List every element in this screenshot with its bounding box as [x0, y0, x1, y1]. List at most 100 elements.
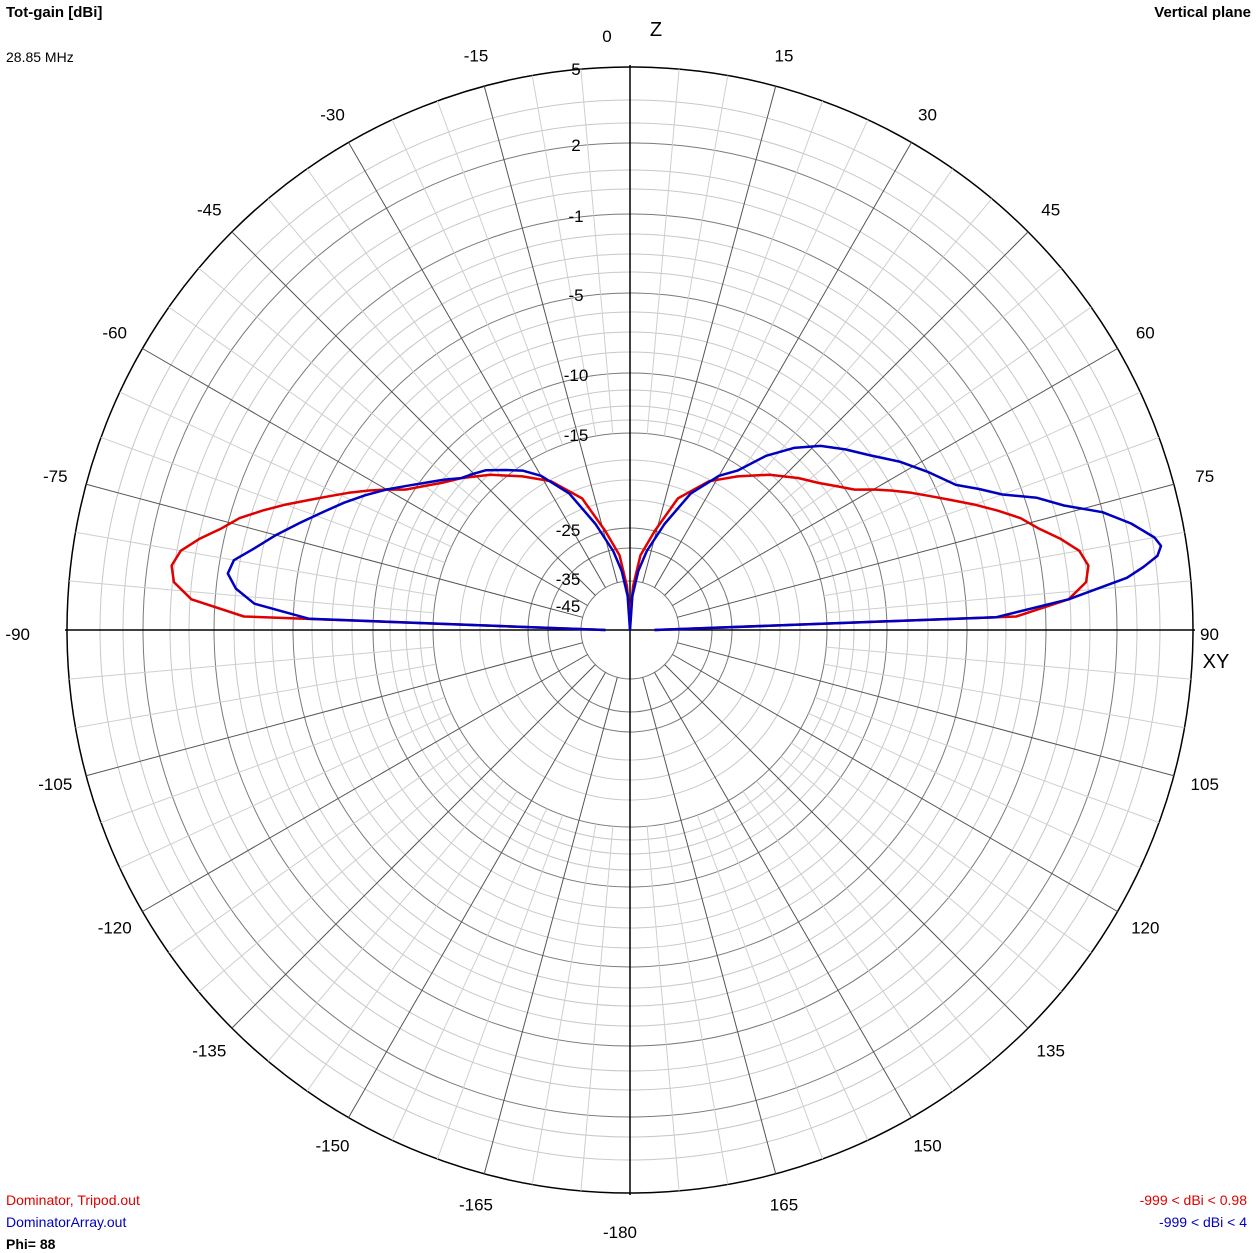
angle-tick-label: -75: [43, 467, 68, 486]
minor-radial: [198, 756, 480, 993]
angle-tick-label: -15: [464, 46, 489, 65]
major-radial: [86, 483, 583, 618]
minor-radial: [69, 580, 434, 614]
minor-radial: [808, 712, 1141, 869]
ring-tick-label: 5: [571, 60, 580, 79]
minor-radial: [791, 306, 1092, 518]
minor-radial: [663, 75, 729, 437]
angle-tick-label: -45: [197, 200, 222, 219]
minor-radial: [826, 646, 1191, 680]
ring-tick-label: -5: [568, 286, 583, 305]
major-radial: [142, 654, 588, 912]
minor-radial: [780, 756, 1062, 993]
angle-tick-label: -90: [5, 625, 30, 644]
angle-tick-label: 120: [1131, 919, 1159, 938]
ring-tick-label: -35: [556, 570, 581, 589]
minor-radial: [306, 168, 518, 469]
minor-radial: [823, 531, 1185, 597]
angle-tick-label: -30: [320, 106, 345, 125]
chart-title: Tot-gain [dBi]: [6, 4, 103, 21]
major-radial: [483, 677, 618, 1174]
z-axis-label: Z: [650, 19, 662, 41]
minor-radial: [823, 663, 1185, 729]
minor-radial: [780, 267, 1062, 504]
minor-radial: [436, 100, 564, 446]
minor-radial: [742, 168, 954, 469]
angle-tick-label: -105: [38, 775, 72, 794]
minor-radial: [696, 100, 824, 446]
major-radial: [677, 642, 1174, 777]
major-radial: [483, 86, 618, 583]
major-radial: [231, 231, 596, 596]
minor-radial: [808, 391, 1141, 548]
major-radial: [654, 672, 912, 1118]
major-radial: [642, 677, 777, 1174]
plane-label: Vertical plane: [1154, 4, 1251, 21]
ring-tick-label: -10: [564, 366, 589, 385]
angle-tick-label: 105: [1191, 775, 1219, 794]
minor-radial: [531, 75, 597, 437]
angle-tick-label: -150: [315, 1136, 349, 1155]
minor-radial: [580, 69, 614, 434]
minor-radial: [646, 826, 680, 1191]
minor-radial: [791, 742, 1092, 954]
angle-tick-label: 60: [1136, 324, 1155, 343]
minor-radial: [306, 791, 518, 1092]
legend-item-array: DominatorArray.out: [6, 1214, 127, 1230]
angle-tick-label: -165: [459, 1196, 493, 1215]
minor-radial: [663, 823, 729, 1185]
minor-radial: [119, 391, 452, 548]
ring-tick-label: -45: [556, 597, 581, 616]
angle-tick-label: 135: [1037, 1042, 1065, 1061]
angle-tick-label: 15: [775, 46, 794, 65]
angle-tick-label: -60: [102, 324, 127, 343]
legend-item-tripod: Dominator, Tripod.out: [6, 1192, 140, 1208]
polar-grid: [65, 65, 1195, 1195]
ring-tick-label: -15: [564, 426, 589, 445]
legend-range-tripod: -999 < dBi < 0.98: [1139, 1192, 1247, 1208]
major-radial: [672, 348, 1118, 606]
angle-tick-label: 45: [1041, 200, 1060, 219]
ring-tick-label: -1: [568, 207, 583, 226]
minor-radial: [168, 306, 469, 518]
angle-tick-label: 75: [1195, 467, 1214, 486]
polar-labels: 0 15 30 45 60 75 90 105 120 135 150 165 -180 -165 -150…: [5, 19, 1229, 1242]
angle-tick-label: 150: [913, 1136, 941, 1155]
series-layer: [170, 444, 1163, 632]
minor-radial: [75, 663, 437, 729]
minor-radial: [580, 826, 614, 1191]
angle-tick-label: 90: [1200, 625, 1219, 644]
angle-tick-label: -180: [603, 1223, 637, 1242]
phi-label: Phi= 88: [6, 1236, 56, 1252]
major-radial: [348, 142, 606, 588]
minor-radial: [168, 742, 469, 954]
major-radial: [142, 348, 588, 606]
series-line-1: [226, 444, 1163, 632]
minor-radial: [756, 198, 993, 480]
minor-radial: [756, 780, 993, 1062]
legend-range-array: -999 < dBi < 4: [1159, 1214, 1247, 1230]
angle-tick-label: 30: [918, 106, 937, 125]
angle-tick-label: 0: [602, 27, 611, 46]
minor-radial: [531, 823, 597, 1185]
minor-radial: [100, 696, 446, 824]
minor-radial: [646, 69, 680, 434]
minor-radial: [391, 119, 548, 452]
major-radial: [664, 664, 1029, 1029]
angle-tick-label: -135: [192, 1042, 226, 1061]
minor-radial: [100, 436, 446, 564]
minor-radial: [267, 198, 504, 480]
angle-tick-label: -120: [98, 919, 132, 938]
angle-tick-label: 165: [770, 1196, 798, 1215]
major-radial: [642, 86, 777, 583]
ring-tick-label: 2: [571, 136, 580, 155]
minor-radial: [119, 712, 452, 869]
major-radial: [672, 654, 1118, 912]
minor-radial: [391, 808, 548, 1141]
major-radial: [231, 664, 596, 1029]
major-radial: [677, 483, 1174, 618]
minor-radial: [742, 791, 954, 1092]
minor-radial: [712, 808, 869, 1141]
major-radial: [86, 642, 583, 777]
